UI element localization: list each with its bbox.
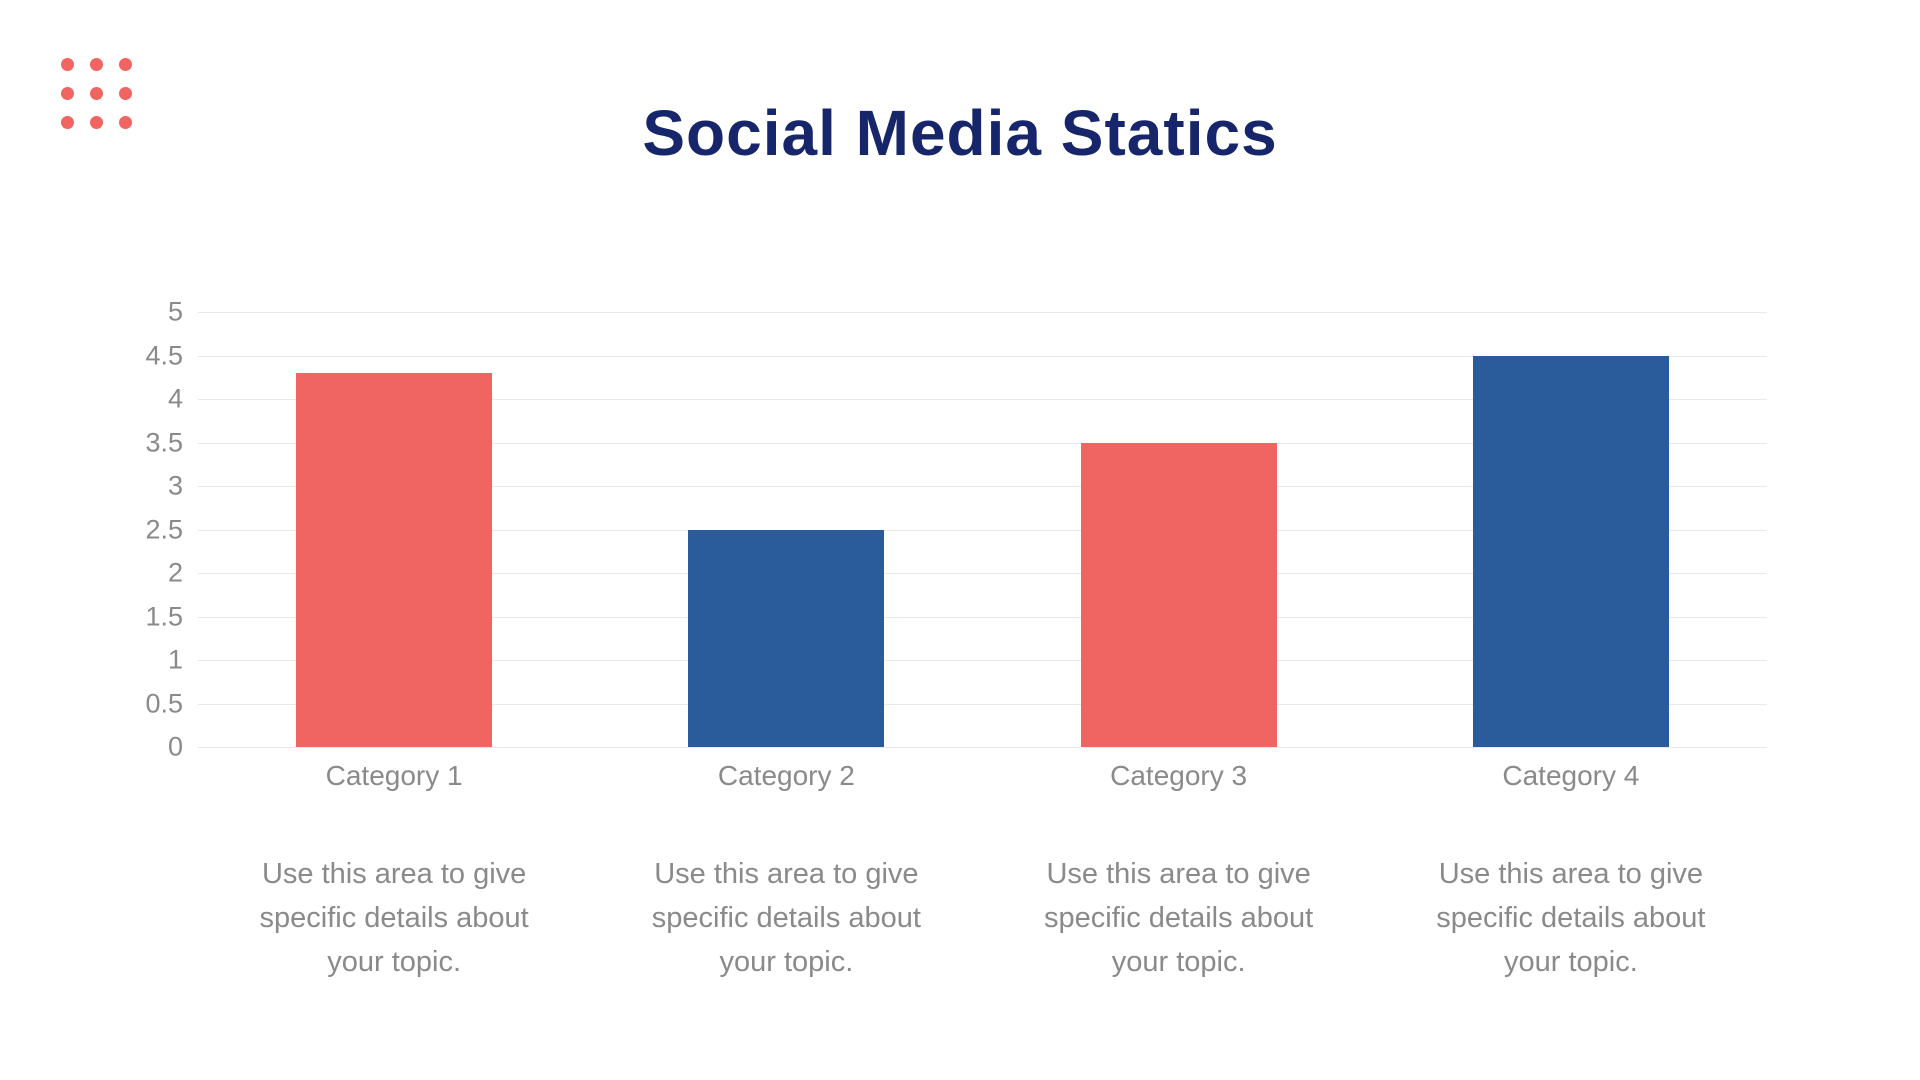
- description-text-3: Use this area to give specific details a…: [1044, 858, 1314, 978]
- category-label-2: Category 2: [717, 760, 855, 791]
- bar-category-3: [1080, 442, 1277, 747]
- y-tick-label-3: 3: [167, 470, 183, 501]
- y-tick-label-2.5: 2.5: [145, 514, 183, 544]
- description-text-4: Use this area to give specific details a…: [1436, 858, 1706, 978]
- gridline-y-4: [198, 399, 1767, 400]
- category-label-3: Category 3: [1110, 760, 1248, 791]
- decorative-dot: [119, 87, 132, 100]
- bar-category-4: [1472, 355, 1669, 747]
- gridline-y-1.5: [198, 616, 1767, 618]
- decorative-dot: [61, 87, 74, 100]
- gridline-y-4.5: [198, 355, 1767, 357]
- y-axis-labels: 0 0.5 1 1.5 2 2.5 3 3.5 4 4.5 5: [0, 297, 183, 762]
- category-descriptions: Use this area to give specific details a…: [198, 852, 1767, 1012]
- decorative-dot: [119, 58, 132, 71]
- gridline-y-5: [198, 312, 1767, 313]
- category-label-4: Category 4: [1502, 760, 1640, 791]
- decorative-dot: [90, 87, 103, 100]
- plot-area: [198, 312, 1767, 748]
- y-tick-label-0.5: 0.5: [145, 688, 183, 718]
- y-tick-label-0: 0: [167, 731, 183, 762]
- gridline-y-2.5: [198, 529, 1767, 531]
- decorative-dot: [90, 116, 103, 129]
- bar-category-2: [688, 529, 885, 747]
- y-tick-label-1.5: 1.5: [145, 601, 183, 631]
- gridline-y-3: [198, 486, 1767, 487]
- y-tick-label-1: 1: [167, 644, 183, 675]
- y-tick-label-3.5: 3.5: [145, 427, 183, 457]
- decorative-dot: [90, 58, 103, 71]
- y-tick-label-4: 4: [167, 383, 183, 414]
- y-tick-label-4.5: 4.5: [145, 340, 183, 370]
- decorative-dot: [119, 116, 132, 129]
- gridline-y-2: [198, 573, 1767, 574]
- y-tick-label-2: 2: [167, 557, 183, 588]
- description-text-2: Use this area to give specific details a…: [651, 858, 921, 978]
- gridline-y-3.5: [198, 442, 1767, 444]
- dot-grid-decoration: [61, 58, 132, 129]
- decorative-dot: [61, 58, 74, 71]
- y-tick-label-5: 5: [167, 296, 183, 327]
- gridline-y-0: [198, 747, 1767, 748]
- bar-category-1: [296, 372, 493, 747]
- gridline-y-0.5: [198, 703, 1767, 705]
- decorative-dot: [61, 116, 74, 129]
- gridline-y-1: [198, 660, 1767, 661]
- slide-title: Social Media Statics: [642, 97, 1278, 169]
- x-axis-labels: Category 1 Category 2 Category 3 Category 4: [198, 760, 1767, 800]
- description-text-1: Use this area to give specific details a…: [259, 858, 529, 978]
- category-label-1: Category 1: [325, 760, 463, 791]
